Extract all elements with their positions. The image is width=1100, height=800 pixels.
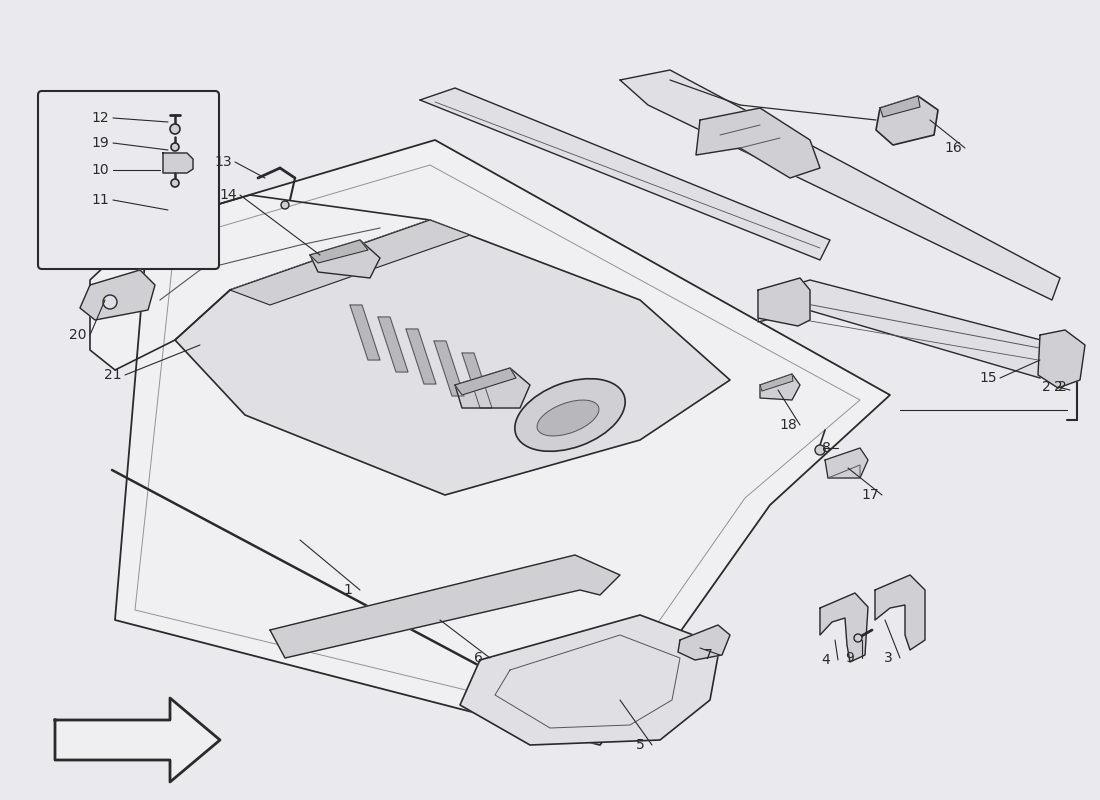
Circle shape	[280, 201, 289, 209]
Text: 21: 21	[104, 368, 122, 382]
Text: 1: 1	[343, 583, 352, 597]
Text: 16: 16	[944, 141, 961, 155]
Text: 2: 2	[1042, 380, 1050, 394]
Polygon shape	[175, 220, 730, 495]
Polygon shape	[90, 195, 430, 370]
Circle shape	[170, 179, 179, 187]
Text: 2: 2	[1058, 380, 1067, 394]
Polygon shape	[825, 448, 868, 478]
Text: 10: 10	[91, 163, 109, 177]
Circle shape	[815, 445, 825, 455]
Polygon shape	[163, 153, 192, 173]
Polygon shape	[434, 341, 464, 396]
Polygon shape	[455, 368, 530, 408]
Polygon shape	[80, 270, 155, 320]
Polygon shape	[270, 555, 620, 658]
Text: 18: 18	[779, 418, 796, 432]
Polygon shape	[874, 575, 925, 650]
Polygon shape	[876, 96, 938, 145]
Polygon shape	[758, 280, 1060, 378]
Circle shape	[854, 634, 862, 642]
Polygon shape	[1038, 330, 1085, 388]
Text: 14: 14	[219, 188, 236, 202]
Polygon shape	[460, 615, 720, 745]
Circle shape	[170, 124, 180, 134]
Circle shape	[170, 143, 179, 151]
Polygon shape	[760, 374, 793, 391]
Polygon shape	[455, 368, 516, 395]
Text: 6: 6	[474, 651, 483, 665]
Polygon shape	[310, 240, 369, 263]
Polygon shape	[696, 108, 820, 178]
Polygon shape	[55, 698, 220, 782]
Text: 20: 20	[69, 328, 87, 342]
Polygon shape	[620, 70, 1060, 300]
Text: 17: 17	[861, 488, 879, 502]
Polygon shape	[678, 625, 730, 660]
Text: 9: 9	[846, 651, 855, 665]
Polygon shape	[116, 140, 890, 745]
Polygon shape	[462, 353, 492, 408]
Polygon shape	[350, 305, 380, 360]
Polygon shape	[230, 220, 470, 305]
Polygon shape	[760, 374, 800, 400]
Polygon shape	[820, 593, 868, 662]
Text: 5: 5	[636, 738, 645, 752]
Polygon shape	[420, 88, 830, 260]
Polygon shape	[758, 278, 810, 326]
Text: 7: 7	[704, 648, 713, 662]
Text: 15: 15	[979, 371, 997, 385]
Polygon shape	[310, 240, 380, 278]
Text: 12: 12	[91, 111, 109, 125]
Ellipse shape	[515, 378, 625, 451]
Text: 19: 19	[91, 136, 109, 150]
Circle shape	[103, 295, 117, 309]
Text: 3: 3	[883, 651, 892, 665]
Polygon shape	[378, 317, 408, 372]
Text: 11: 11	[91, 193, 109, 207]
Polygon shape	[406, 329, 436, 384]
Text: 13: 13	[214, 155, 232, 169]
Text: 2: 2	[1054, 380, 1063, 394]
FancyBboxPatch shape	[39, 91, 219, 269]
Text: 4: 4	[822, 653, 830, 667]
Ellipse shape	[537, 400, 600, 436]
Text: 8: 8	[822, 441, 830, 455]
Polygon shape	[880, 96, 920, 117]
